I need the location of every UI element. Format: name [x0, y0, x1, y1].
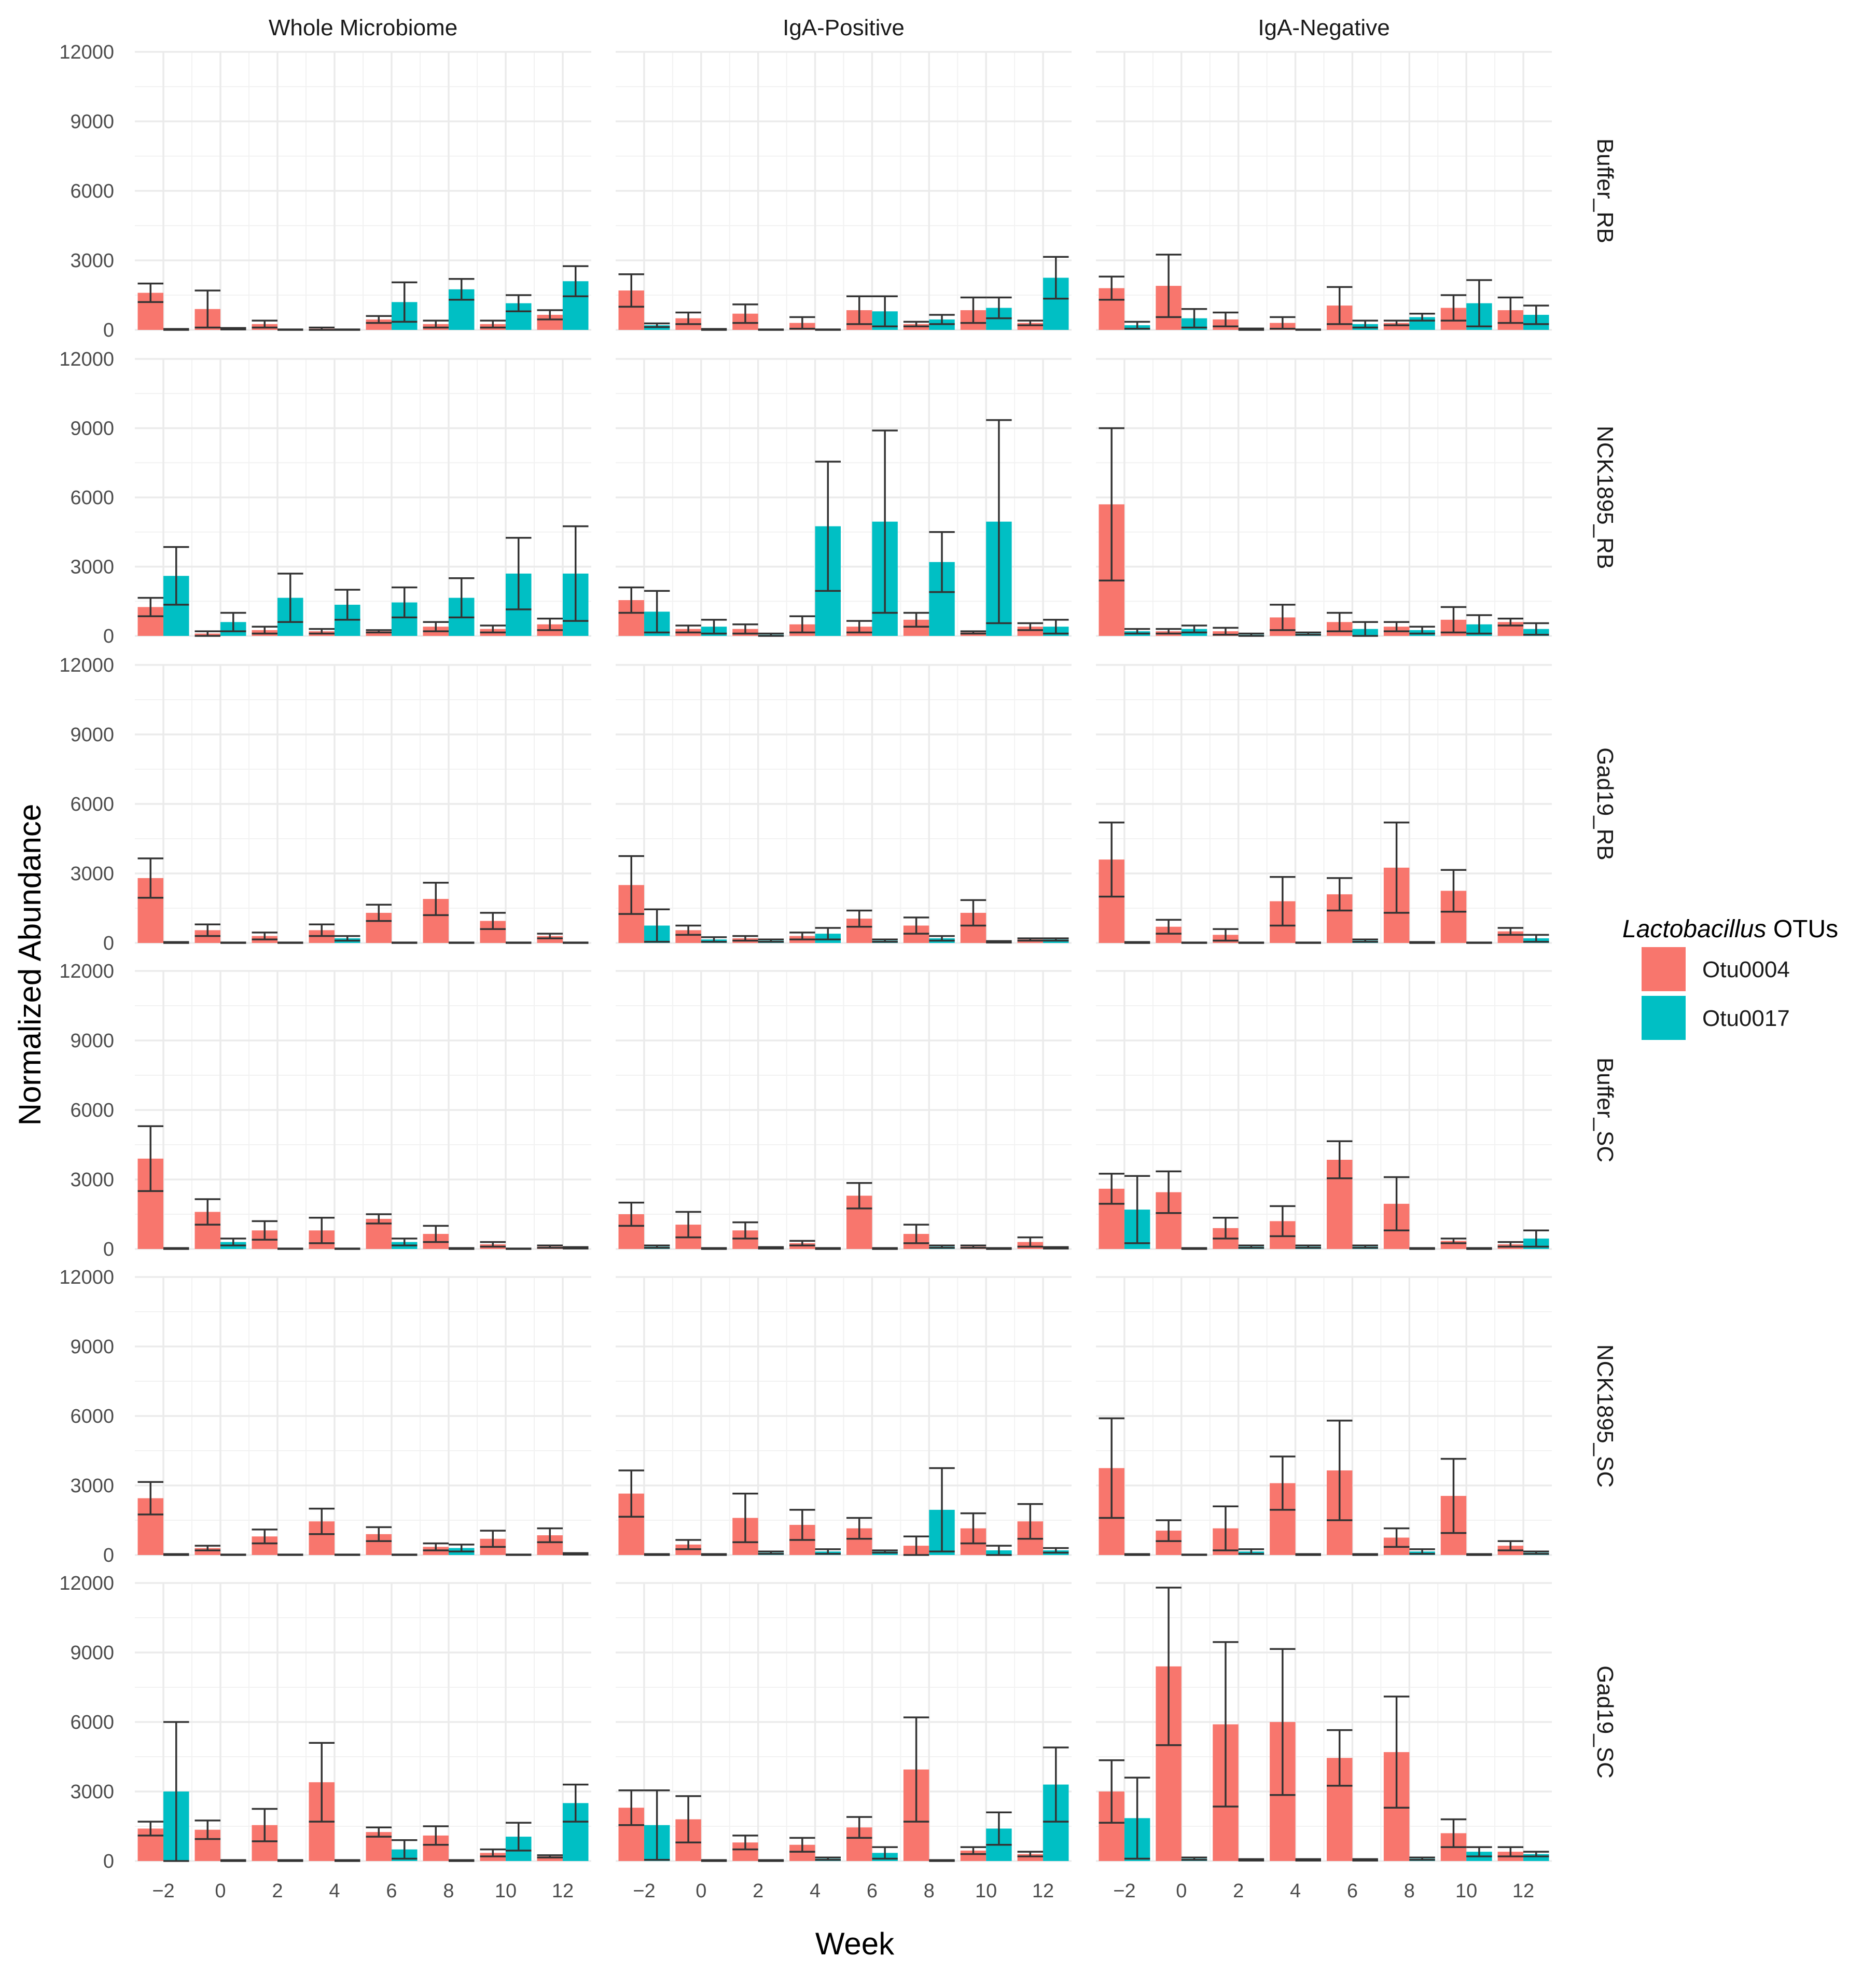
x-tick-label: 0 — [696, 1880, 706, 1902]
facet-strips: Buffer_RB NCK1895_RB Gad19_RB Buffer_SC NCK1… — [269, 15, 1618, 1779]
bar-otu0004-week-12 — [537, 1856, 563, 1861]
x-tick-label: 6 — [386, 1880, 397, 1902]
x-tick-label: −2 — [152, 1880, 174, 1902]
panel-nck1895-rb-iga-positive — [616, 358, 1072, 637]
column-strip-whole-microbiome: Whole Microbiome — [269, 15, 457, 40]
axes: 0300060009000120000300060009000120000300… — [59, 41, 1534, 1902]
y-tick-label: 6000 — [70, 487, 114, 509]
row-strip-nck1895-sc: NCK1895_SC — [1592, 1344, 1618, 1488]
y-tick-label: 12000 — [59, 41, 114, 63]
legend-title-rest: OTUs — [1767, 915, 1839, 943]
y-tick-label: 3000 — [70, 1169, 114, 1191]
x-tick-label: 12 — [1032, 1880, 1054, 1902]
panel-gad19-rb-iga-negative — [1096, 664, 1552, 944]
legend-title: Lactobacillus OTUs — [1622, 915, 1838, 943]
y-tick-label: 9000 — [70, 724, 114, 746]
row-strip-gad19-sc: Gad19_SC — [1592, 1665, 1618, 1779]
y-tick-label: 6000 — [70, 1712, 114, 1733]
panel-gad19-rb-whole-microbiome — [135, 664, 591, 944]
y-tick-label: 12000 — [59, 349, 114, 370]
y-tick-label: 0 — [103, 1545, 114, 1566]
panel-buffer-sc-iga-negative — [1096, 970, 1552, 1250]
x-tick-label: 8 — [1404, 1880, 1415, 1902]
x-tick-label: 0 — [215, 1880, 226, 1902]
y-tick-label: 3000 — [70, 1781, 114, 1803]
panel-buffer-sc-iga-positive — [616, 970, 1072, 1250]
x-tick-label: −2 — [1113, 1880, 1135, 1902]
x-tick-label: 10 — [975, 1880, 997, 1902]
legend-title-italic: Lactobacillus — [1622, 915, 1767, 943]
panel-gad19-sc-whole-microbiome — [135, 1582, 591, 1862]
y-tick-label: 12000 — [59, 961, 114, 982]
x-tick-label: −2 — [633, 1880, 655, 1902]
legend-swatch-otu0017 — [1642, 996, 1686, 1040]
panel-gad19-rb-iga-positive — [616, 664, 1072, 944]
panel-buffer-rb-whole-microbiome — [135, 51, 591, 331]
x-tick-label: 12 — [552, 1880, 574, 1902]
panel-nck1895-sc-whole-microbiome — [135, 1276, 591, 1556]
bar-otu0004-week-6 — [366, 631, 392, 636]
row-strip-nck1895-rb: NCK1895_RB — [1592, 426, 1618, 569]
x-tick-label: 10 — [1455, 1880, 1477, 1902]
column-strip-iga-negative: IgA-Negative — [1258, 15, 1389, 40]
y-tick-label: 9000 — [70, 111, 114, 133]
y-tick-label: 9000 — [70, 418, 114, 440]
x-tick-label: 12 — [1512, 1880, 1534, 1902]
y-tick-label: 0 — [103, 933, 114, 954]
y-tick-label: 9000 — [70, 1336, 114, 1358]
x-tick-label: 6 — [1347, 1880, 1358, 1902]
x-tick-label: 4 — [329, 1880, 340, 1902]
x-tick-label: 2 — [272, 1880, 283, 1902]
y-axis-title: Normalized Abundance — [12, 804, 47, 1126]
panel-nck1895-rb-whole-microbiome — [135, 358, 591, 637]
y-tick-label: 6000 — [70, 1406, 114, 1427]
panel-nck1895-sc-iga-negative — [1096, 1276, 1552, 1556]
y-tick-label: 6000 — [70, 1100, 114, 1121]
panel-nck1895-sc-iga-positive — [616, 1276, 1072, 1556]
row-strip-buffer-rb: Buffer_RB — [1592, 138, 1618, 243]
row-strip-buffer-sc: Buffer_SC — [1592, 1058, 1618, 1162]
y-tick-label: 0 — [103, 1239, 114, 1260]
y-tick-label: 6000 — [70, 180, 114, 202]
y-tick-label: 0 — [103, 1851, 114, 1872]
y-tick-label: 9000 — [70, 1642, 114, 1664]
x-tick-label: 4 — [1290, 1880, 1301, 1902]
y-tick-label: 0 — [103, 320, 114, 341]
panel-gad19-sc-iga-positive — [616, 1582, 1072, 1862]
panel-nck1895-rb-iga-negative — [1096, 358, 1552, 637]
y-tick-label: 3000 — [70, 1475, 114, 1497]
x-tick-label: 2 — [753, 1880, 763, 1902]
panel-gad19-sc-iga-negative — [1096, 1582, 1552, 1862]
x-tick-label: 0 — [1176, 1880, 1187, 1902]
bar-otu0004-week-12 — [1017, 627, 1044, 636]
y-tick-label: 3000 — [70, 863, 114, 885]
x-tick-label: 4 — [810, 1880, 821, 1902]
panels — [135, 51, 1552, 1862]
panel-buffer-rb-iga-positive — [616, 51, 1072, 331]
x-tick-label: 10 — [495, 1880, 517, 1902]
row-strip-gad19-rb: Gad19_RB — [1592, 747, 1618, 860]
y-tick-label: 12000 — [59, 1573, 114, 1594]
legend-label-otu0004: Otu0004 — [1702, 957, 1790, 982]
legend: Lactobacillus OTUs Otu0004 Otu0017 — [1622, 915, 1838, 1040]
x-tick-label: 8 — [443, 1880, 454, 1902]
legend-label-otu0017: Otu0017 — [1702, 1006, 1790, 1031]
y-tick-label: 6000 — [70, 794, 114, 815]
x-tick-label: 2 — [1233, 1880, 1244, 1902]
y-tick-label: 3000 — [70, 250, 114, 272]
legend-swatch-otu0004 — [1642, 947, 1686, 991]
y-tick-label: 12000 — [59, 655, 114, 676]
x-tick-label: 8 — [924, 1880, 935, 1902]
y-tick-label: 9000 — [70, 1030, 114, 1052]
panel-buffer-sc-whole-microbiome — [135, 970, 591, 1250]
y-tick-label: 0 — [103, 626, 114, 647]
y-tick-label: 12000 — [59, 1267, 114, 1288]
x-tick-label: 6 — [867, 1880, 878, 1902]
x-axis-title: Week — [815, 1926, 895, 1961]
y-tick-label: 3000 — [70, 557, 114, 578]
column-strip-iga-positive: IgA-Positive — [783, 15, 905, 40]
panel-buffer-rb-iga-negative — [1096, 51, 1552, 331]
